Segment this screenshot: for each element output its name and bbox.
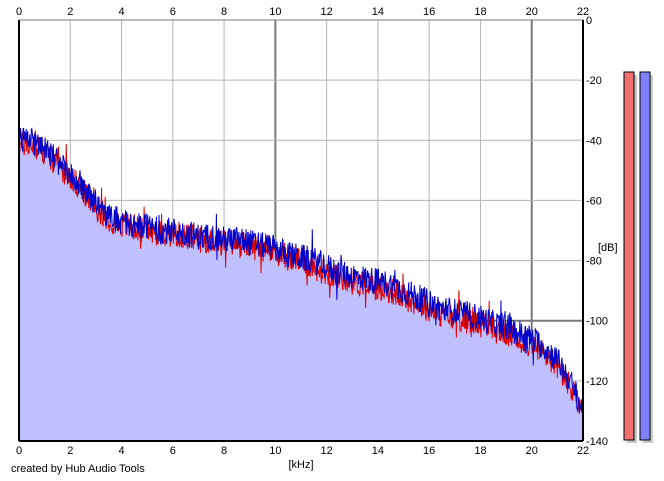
axes — [18, 19, 584, 442]
x-tick-label: 18 — [474, 445, 486, 457]
series-layer — [18, 127, 584, 420]
y-tick-label: -20 — [586, 75, 602, 87]
x-tick-label-top: 6 — [170, 6, 176, 18]
x-tick-label: 0 — [16, 445, 22, 457]
y-tick-label: -100 — [586, 316, 608, 328]
x-tick-label-top: 4 — [118, 6, 124, 18]
x-tick-label-top: 14 — [372, 6, 384, 18]
x-tick-label-top: 20 — [526, 6, 538, 18]
x-tick-label-top: 12 — [321, 6, 333, 18]
x-tick-label: 10 — [269, 445, 281, 457]
x-tick-label-top: 18 — [474, 6, 486, 18]
x-tick-label: 20 — [526, 445, 538, 457]
x-tick-label: 14 — [372, 445, 384, 457]
x-tick-label: 16 — [423, 445, 435, 457]
level-meter-2 — [639, 71, 651, 441]
x-tick-label-top: 0 — [16, 6, 22, 18]
y-tick-label: -60 — [586, 195, 602, 207]
y-axis-label: [dB] — [598, 242, 618, 254]
series-line-2 — [18, 127, 584, 417]
x-tick-label-top: 22 — [577, 6, 589, 18]
x-tick-label: 4 — [118, 445, 124, 457]
y-tick-label: 0 — [586, 15, 592, 27]
x-ticks-top: 0 2 4 6 8 10 12 14 16 18 20 22 — [16, 6, 589, 18]
x-tick-label: 12 — [321, 445, 333, 457]
x-tick-label: 8 — [221, 445, 227, 457]
credit-text: created by Hub Audio Tools — [11, 463, 145, 475]
level-meters — [623, 71, 653, 443]
x-tick-label-top: 2 — [67, 6, 73, 18]
x-ticks-bottom: 0 2 4 6 8 10 12 14 16 18 20 22 — [16, 445, 589, 457]
fill-layer — [19, 128, 583, 441]
x-tick-label-top: 10 — [269, 6, 281, 18]
y-tick-label: -140 — [586, 436, 608, 448]
x-tick-label: 22 — [577, 445, 589, 457]
x-axis-label: [kHz] — [288, 459, 313, 471]
x-tick-label: 6 — [170, 445, 176, 457]
x-tick-label-top: 16 — [423, 6, 435, 18]
y-tick-label: -80 — [586, 256, 602, 268]
level-meter-1 — [623, 71, 635, 441]
spectrum-fill — [19, 128, 583, 441]
y-tick-label: -40 — [586, 135, 602, 147]
x-tick-label-top: 8 — [221, 6, 227, 18]
x-tick-label: 2 — [67, 445, 73, 457]
y-ticks: 0 -20 -40 -60 -80 -100 -120 -140 — [586, 15, 608, 448]
y-tick-label: -120 — [586, 376, 608, 388]
